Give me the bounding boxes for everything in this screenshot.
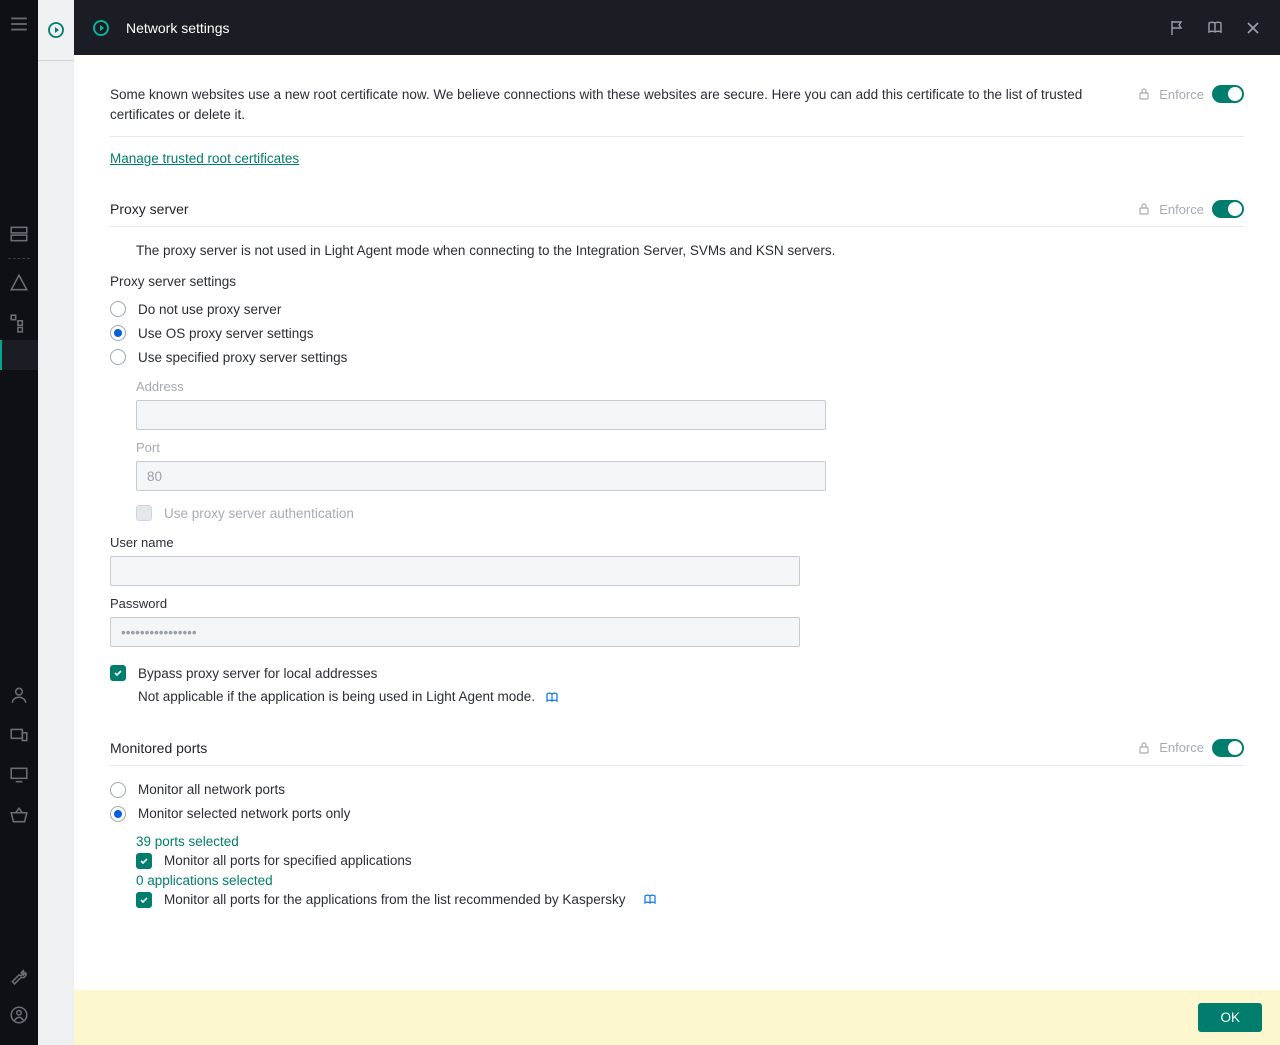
manage-certificates-link[interactable]: Manage trusted root certificates [110,151,299,166]
ports-enforce-toggle[interactable] [1212,739,1244,757]
radio-button[interactable] [110,806,126,822]
radio-monitor-selected[interactable]: Monitor selected network ports only [110,802,1244,826]
bypass-checkbox-row[interactable]: Bypass proxy server for local addresses [110,661,1244,685]
help-icon[interactable] [545,691,559,705]
rail-warning-icon[interactable] [9,273,29,293]
header-brand-icon [92,19,110,37]
proxy-section-header: Proxy server Enforce [110,190,1244,227]
certificates-enforce-toggle[interactable] [1212,85,1244,103]
radio-button[interactable] [110,782,126,798]
bypass-checkbox-label: Bypass proxy server for local addresses [138,666,377,681]
close-icon[interactable] [1244,19,1262,37]
monitor-recommended-checkbox[interactable] [136,892,152,908]
rail-account-icon[interactable] [9,1005,29,1025]
middle-panel [38,0,74,1045]
auth-checkbox-row[interactable]: Use proxy server authentication [136,501,1244,525]
footer-bar: OK [74,990,1280,1045]
rail-monitor-icon[interactable] [9,765,29,785]
rail-user-icon[interactable] [9,685,29,705]
monitor-specified-apps-checkbox[interactable] [136,853,152,869]
proxy-settings-label: Proxy server settings [110,274,1244,289]
radio-label: Monitor selected network ports only [138,806,350,821]
auth-checkbox-label: Use proxy server authentication [164,506,354,521]
radio-os-proxy[interactable]: Use OS proxy server settings [110,321,1244,345]
certificates-intro-text: Some known websites use a new root certi… [110,85,1125,124]
proxy-section-title: Proxy server [110,201,1125,217]
port-label: Port [136,440,826,455]
monitor-specified-apps-row[interactable]: Monitor all ports for specified applicat… [136,849,1244,873]
address-input[interactable] [136,400,826,430]
settings-panel: Some known websites use a new root certi… [74,55,1280,1045]
ports-section-header: Monitored ports Enforce [110,729,1244,766]
help-icon[interactable] [643,893,657,907]
flag-icon[interactable] [1168,19,1186,37]
enforce-label: Enforce [1159,202,1204,217]
middle-panel-brand-icon [38,0,74,60]
radio-monitor-all[interactable]: Monitor all network ports [110,778,1244,802]
monitor-recommended-row[interactable]: Monitor all ports for the applications f… [136,888,1244,912]
rail-tree-icon[interactable] [9,313,29,333]
ports-section-title: Monitored ports [110,740,1125,756]
radio-label: Use specified proxy server settings [138,350,347,365]
auth-checkbox[interactable] [136,505,152,521]
lock-icon [1137,202,1151,216]
page-header: Network settings [74,0,1280,55]
ports-selected-link[interactable]: 39 ports selected [136,834,1244,849]
username-label: User name [110,535,800,550]
proxy-enforce-toggle[interactable] [1212,200,1244,218]
radio-label: Monitor all network ports [138,782,285,797]
proxy-note: The proxy server is not used in Light Ag… [136,243,1244,258]
address-label: Address [136,379,826,394]
radio-label: Use OS proxy server settings [138,326,314,341]
radio-button[interactable] [110,349,126,365]
left-rail [0,0,38,1045]
book-icon[interactable] [1206,19,1224,37]
radio-no-proxy[interactable]: Do not use proxy server [110,297,1244,321]
password-label: Password [110,596,800,611]
port-input[interactable] [136,461,826,491]
ok-button[interactable]: OK [1198,1003,1262,1032]
rail-dashboard-icon[interactable] [9,224,29,244]
bypass-checkbox[interactable] [110,665,126,681]
hamburger-icon[interactable] [9,14,29,34]
rail-devices-icon[interactable] [9,725,29,745]
radio-label: Do not use proxy server [138,302,281,317]
rail-divider [8,258,30,259]
lock-icon [1137,741,1151,755]
bypass-note: Not applicable if the application is bei… [138,689,535,704]
checkbox-label: Monitor all ports for specified applicat… [164,853,412,868]
radio-button[interactable] [110,301,126,317]
certificates-section: Some known websites use a new root certi… [110,85,1244,137]
rail-wrench-icon[interactable] [9,965,29,985]
radio-specified-proxy[interactable]: Use specified proxy server settings [110,345,1244,369]
rail-basket-icon[interactable] [9,805,29,825]
radio-button[interactable] [110,325,126,341]
header-actions [1168,19,1262,37]
lock-icon [1137,87,1151,101]
username-input[interactable] [110,556,800,586]
enforce-label: Enforce [1159,740,1204,755]
page-title: Network settings [126,20,229,36]
rail-active-item[interactable] [0,340,38,370]
password-input[interactable] [110,617,800,647]
checkbox-label: Monitor all ports for the applications f… [164,892,625,907]
enforce-label: Enforce [1159,87,1204,102]
apps-selected-link[interactable]: 0 applications selected [136,873,1244,888]
